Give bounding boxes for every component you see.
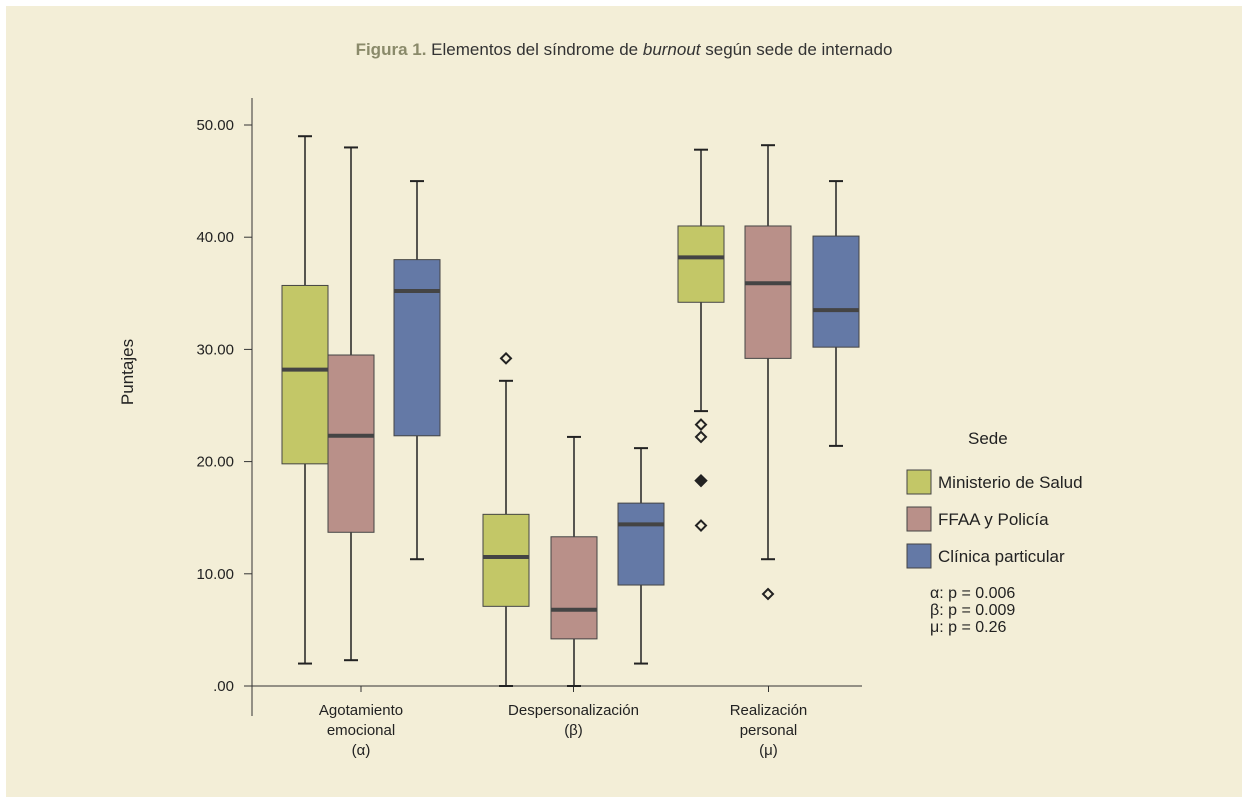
figure-label: Figura 1. (355, 40, 427, 59)
outlier-point (499, 351, 513, 365)
y-tick-label: 40.00 (196, 229, 234, 246)
category-label: (α) (352, 742, 371, 759)
outlier-point (694, 519, 708, 532)
legend-swatch (906, 506, 932, 532)
box-iqr (327, 354, 375, 533)
y-tick-label: 10.00 (196, 566, 234, 583)
p-value-annotation: α: p = 0.006 (930, 585, 1015, 602)
legend-title: Sede (968, 429, 1008, 448)
box-iqr (617, 502, 665, 586)
title-pre: Elementos del síndrome de (431, 40, 639, 59)
legend-label: FFAA y Policía (938, 510, 1049, 529)
figure-title: Figura 1. Elementos del síndrome de burn… (6, 40, 1242, 60)
y-tick-label: 20.00 (196, 454, 234, 471)
box-iqr (550, 536, 598, 640)
category-label: emocional (327, 722, 395, 739)
outlier-point (694, 430, 708, 444)
y-tick-label: 50.00 (196, 117, 234, 134)
legend-swatch (906, 543, 932, 569)
y-axis-label: Puntajes (118, 339, 137, 405)
box-iqr (281, 284, 329, 465)
category-label: personal (740, 722, 798, 739)
category-label: Realización (730, 702, 808, 719)
box-iqr (812, 235, 860, 348)
category-label: Agotamiento (319, 702, 403, 719)
box-iqr (393, 259, 441, 437)
p-value-annotation: β: p = 0.009 (930, 602, 1015, 619)
box-iqr (677, 225, 725, 303)
legend-label: Ministerio de Salud (938, 473, 1083, 492)
category-label: Despersonalización (508, 702, 639, 719)
y-tick-label: .00 (213, 678, 234, 695)
y-tick-label: 30.00 (196, 341, 234, 358)
box-iqr (482, 513, 530, 607)
box-iqr (744, 225, 792, 359)
outlier-point (694, 418, 708, 431)
category-label: (β) (564, 722, 583, 739)
p-value-annotation: μ: p = 0.26 (930, 619, 1006, 636)
legend-label: Clínica particular (938, 547, 1065, 566)
legend-swatch (906, 469, 932, 495)
title-post: según sede de internado (705, 40, 893, 59)
extreme-point (694, 473, 708, 488)
outlier-point (761, 587, 775, 601)
category-label: (μ) (759, 742, 778, 759)
title-italic: burnout (642, 40, 701, 59)
figure-panel: Figura 1. Elementos del síndrome de burn… (6, 6, 1242, 797)
